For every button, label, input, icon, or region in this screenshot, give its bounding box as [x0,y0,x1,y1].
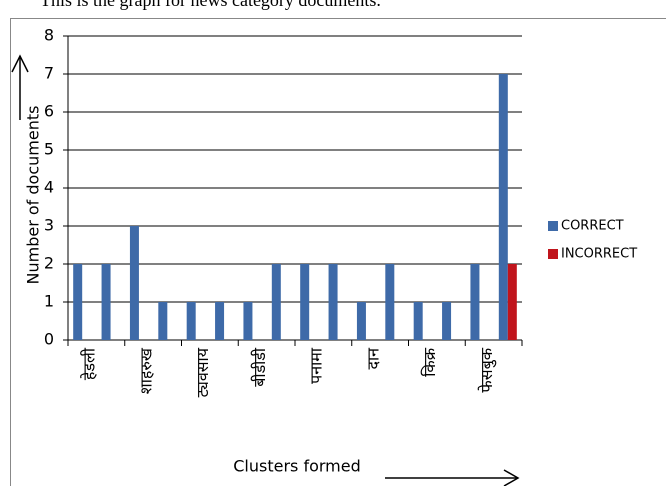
y-tick-label: 3 [44,216,54,235]
x-tick-label: पनामा [307,347,326,384]
x-tick-label: किक्र [420,347,439,376]
document-text: This is the graph for news category docu… [40,0,381,10]
arrows [11,54,520,486]
y-tick-label: 4 [44,178,54,197]
bar [413,302,423,340]
x-tick-label: शाहरुख [136,347,155,394]
bar [442,302,452,340]
bar [158,302,168,340]
bar [101,264,111,340]
x-tick-label: बीडीडी [250,347,269,387]
x-axis-label: Clusters formed [233,457,361,476]
bar [385,264,395,340]
bar [243,302,253,340]
bar [73,264,83,340]
bar [328,264,338,340]
bar [300,264,310,340]
bar [507,264,517,340]
legend-swatch [548,221,558,231]
x-tick-label: हेडली [80,347,99,380]
y-tick-label: 7 [44,64,54,83]
x-tick-label: फेसबुक [477,347,497,392]
legend-label: INCORRECT [561,247,637,262]
bar [498,74,508,340]
legend-label: CORRECT [561,219,624,234]
bar [356,302,366,340]
x-tick-label: ट्यवसाय [193,347,212,397]
bar [129,226,139,340]
x-tick-label: दान [363,347,382,370]
y-tick-label: 1 [44,292,54,311]
y-tick-label: 8 [44,26,54,45]
chart-border [10,18,666,486]
bar [271,264,281,340]
bar [186,302,196,340]
bar [215,302,225,340]
legend-swatch [548,249,558,259]
y-tick-label: 6 [44,102,54,121]
y-tick-label: 5 [44,140,54,159]
y-tick-label: 0 [44,330,54,349]
y-tick-label: 2 [44,254,54,273]
y-axis-label: Number of documents [24,106,43,285]
bar [470,264,480,340]
